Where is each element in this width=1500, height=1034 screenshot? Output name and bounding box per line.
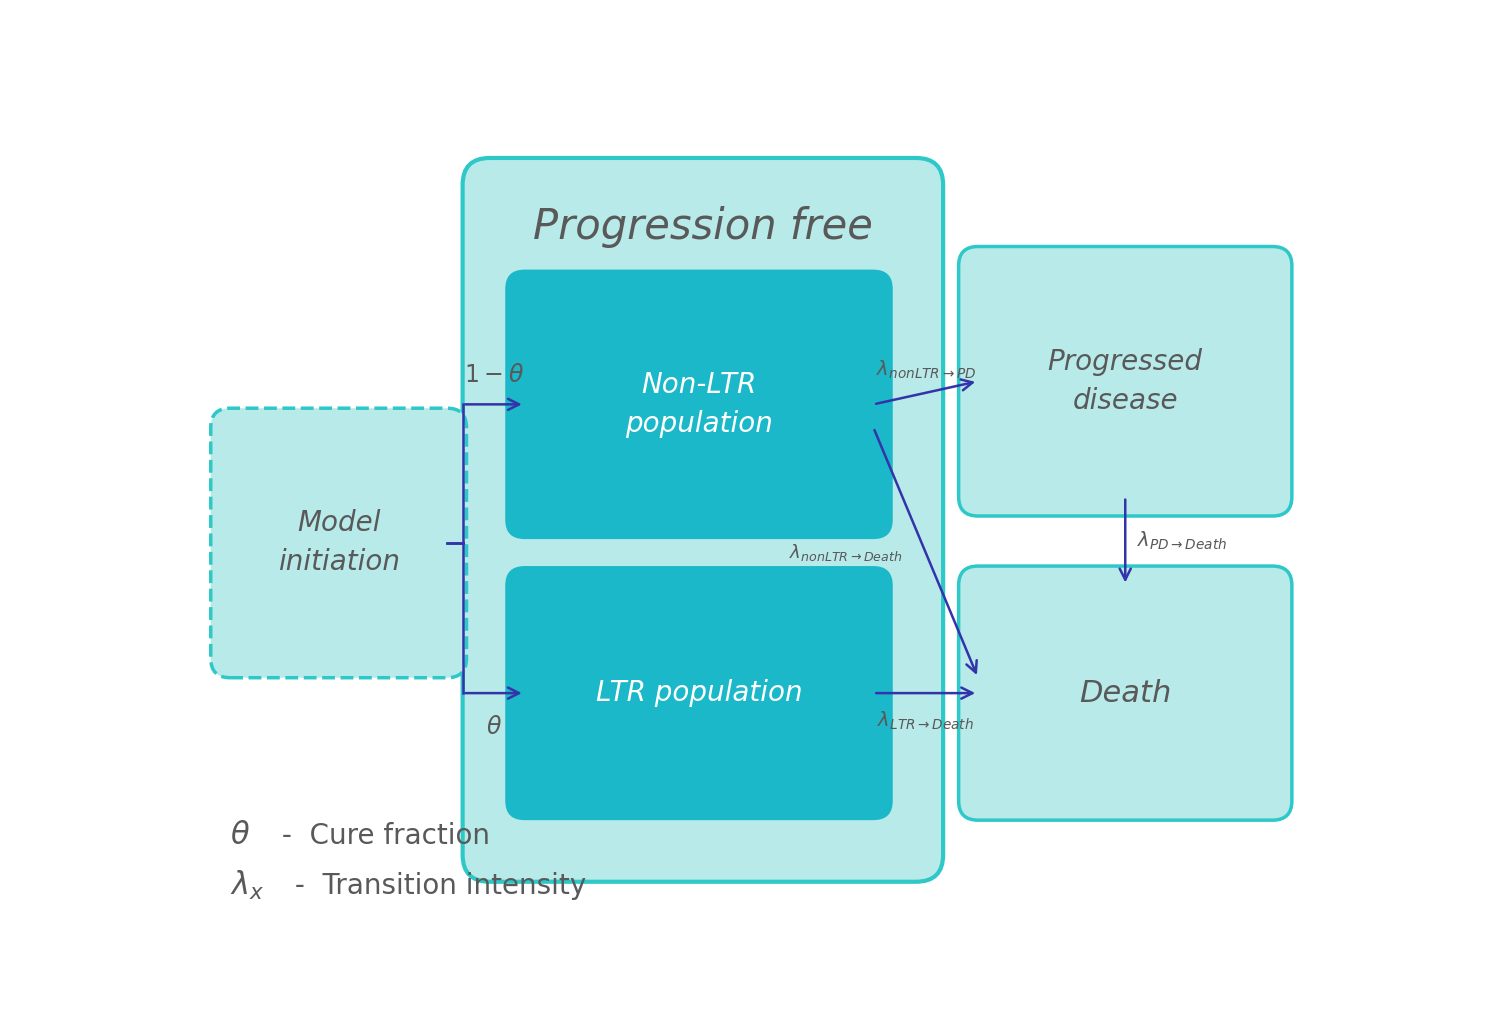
Text: LTR population: LTR population <box>596 679 802 707</box>
Text: $\lambda_{PD \rightarrow Death}$: $\lambda_{PD \rightarrow Death}$ <box>1137 529 1227 552</box>
Text: $\lambda_{LTR \rightarrow Death}$: $\lambda_{LTR \rightarrow Death}$ <box>878 710 974 732</box>
FancyBboxPatch shape <box>462 158 944 882</box>
Text: $\theta$: $\theta$ <box>486 714 501 738</box>
FancyBboxPatch shape <box>506 566 892 820</box>
Text: Model
initiation: Model initiation <box>278 510 399 577</box>
Text: Non-LTR
population: Non-LTR population <box>626 371 772 437</box>
Text: $\lambda_x$: $\lambda_x$ <box>230 869 264 902</box>
FancyBboxPatch shape <box>210 408 466 677</box>
Text: -  Cure fraction: - Cure fraction <box>273 822 489 850</box>
Text: Progression free: Progression free <box>532 206 873 248</box>
Text: $\lambda_{nonLTR \rightarrow PD}$: $\lambda_{nonLTR \rightarrow PD}$ <box>876 359 977 382</box>
FancyBboxPatch shape <box>958 246 1292 516</box>
Text: Death: Death <box>1078 678 1172 707</box>
FancyBboxPatch shape <box>506 270 892 539</box>
Text: Progressed
disease: Progressed disease <box>1047 347 1203 415</box>
Text: $\theta$: $\theta$ <box>230 821 251 850</box>
Text: $1 - \theta$: $1 - \theta$ <box>464 363 524 388</box>
Text: $\lambda_{nonLTR \rightarrow Death}$: $\lambda_{nonLTR \rightarrow Death}$ <box>789 542 903 564</box>
Text: -  Transition intensity: - Transition intensity <box>286 872 586 900</box>
FancyBboxPatch shape <box>958 566 1292 820</box>
